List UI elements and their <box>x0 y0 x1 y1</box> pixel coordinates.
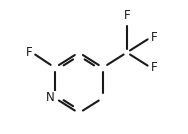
Text: N: N <box>46 91 55 104</box>
Text: F: F <box>151 61 158 74</box>
Text: F: F <box>124 9 130 22</box>
Text: F: F <box>151 31 158 44</box>
Text: F: F <box>26 46 32 59</box>
